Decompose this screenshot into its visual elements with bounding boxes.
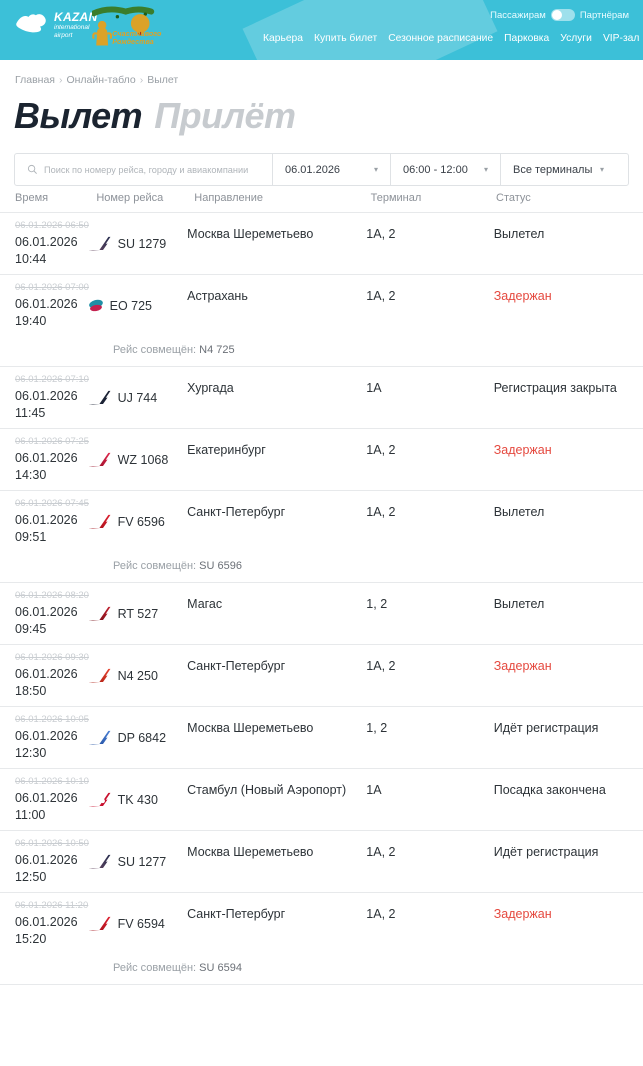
- svg-text:Рождества: Рождества: [112, 37, 153, 46]
